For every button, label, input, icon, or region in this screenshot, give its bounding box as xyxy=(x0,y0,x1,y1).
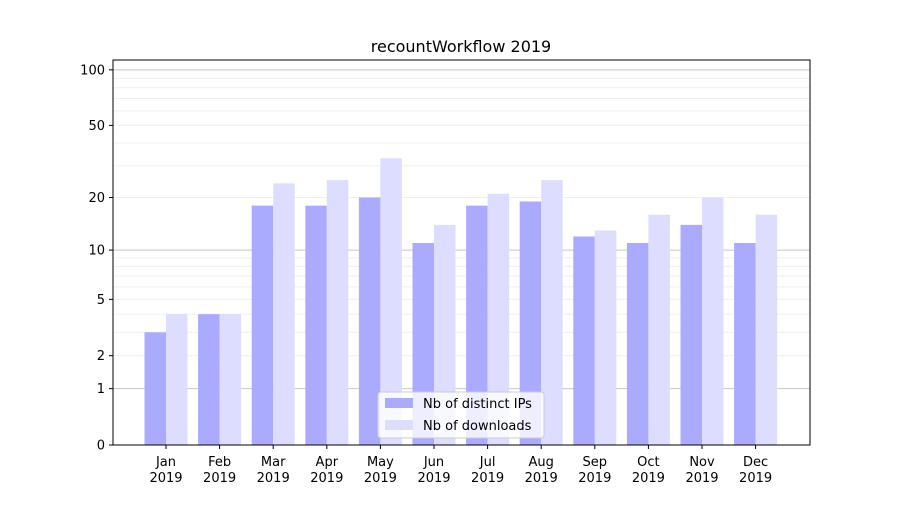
x-tick-label: Jan 2019 xyxy=(149,455,182,486)
legend-box xyxy=(377,391,545,439)
legend-swatch-ips xyxy=(385,398,413,408)
legend-label-ips: Nb of distinct IPs xyxy=(423,397,532,412)
bar-downloads xyxy=(594,230,617,445)
y-tick-label: 20 xyxy=(88,191,105,206)
bar-downloads xyxy=(541,180,563,445)
x-tick-label: Aug 2019 xyxy=(525,455,558,486)
bar-ips xyxy=(519,201,542,445)
bar-downloads xyxy=(755,214,778,445)
bar-ips xyxy=(734,243,756,445)
y-tick-label: 50 xyxy=(88,119,105,134)
bar-downloads xyxy=(434,224,456,445)
bar-downloads xyxy=(273,183,295,445)
x-tick-label: Apr 2019 xyxy=(310,455,343,486)
x-tick-label: Mar 2019 xyxy=(257,455,290,486)
x-tick-label: Feb 2019 xyxy=(203,455,236,486)
y-tick-label: 2 xyxy=(97,349,105,364)
legend-swatch-downloads xyxy=(385,420,413,430)
bar-ips xyxy=(198,314,220,445)
legend-label-downloads: Nb of downloads xyxy=(423,419,532,434)
bar-downloads xyxy=(648,214,670,445)
plot-frame xyxy=(112,59,811,446)
bar-ips xyxy=(305,205,327,445)
y-tick-label: 5 xyxy=(97,293,105,308)
x-tick-label: Dec 2019 xyxy=(739,455,772,486)
legend: Nb of distinct IPs Nb of downloads xyxy=(377,391,545,439)
bar-ips xyxy=(358,197,381,445)
bar-downloads xyxy=(487,193,510,445)
bar-downloads xyxy=(166,314,188,445)
chart-title: recountWorkflow 2019 xyxy=(371,37,551,56)
x-tick-label: Oct 2019 xyxy=(632,455,665,486)
bar-downloads xyxy=(326,180,349,445)
bar-ips xyxy=(144,332,166,445)
bar-downloads xyxy=(219,314,242,445)
bar-ips xyxy=(680,224,702,445)
bar-downloads xyxy=(380,158,402,445)
x-tick-label: May 2019 xyxy=(364,455,397,486)
y-tick-label: 0 xyxy=(97,439,105,454)
bar-ips xyxy=(573,236,595,445)
bar-ips xyxy=(251,205,274,445)
bar-ips xyxy=(626,243,649,445)
x-tick-label: Nov 2019 xyxy=(685,455,718,486)
y-tick-label: 100 xyxy=(80,63,105,78)
bar-downloads xyxy=(702,197,724,445)
y-tick-label: 10 xyxy=(88,244,105,259)
bar-ips xyxy=(466,205,488,445)
x-tick-label: Jun 2019 xyxy=(417,455,450,486)
y-tick-label: 1 xyxy=(97,382,105,397)
x-tick-label: Sep 2019 xyxy=(578,455,611,486)
x-tick-label: Jul 2019 xyxy=(471,455,504,486)
